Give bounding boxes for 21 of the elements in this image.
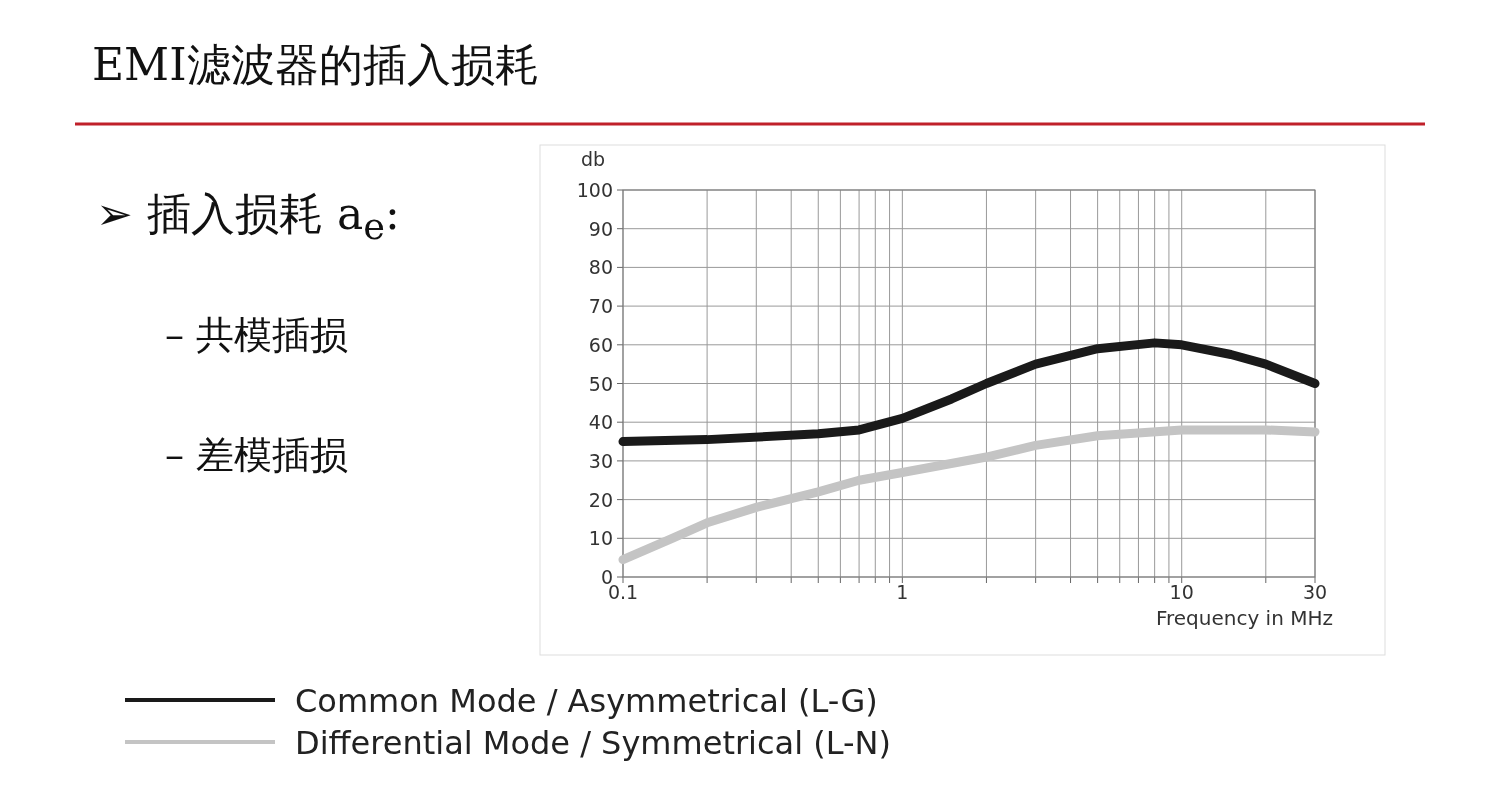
y-axis-title: db [580, 148, 606, 170]
text: ➢ 插入损耗 a$_{e}$: [96, 187, 400, 248]
y-tick-label: 80 [588, 256, 613, 279]
x-tick-label: 10 [1169, 581, 1194, 603]
y-tick-label: 50 [588, 372, 613, 395]
x-tick-label: 1 [896, 581, 909, 603]
y-tick-label: 40 [588, 411, 613, 434]
y-tick-label: 20 [588, 488, 613, 511]
y-tick-label: 60 [588, 333, 613, 356]
chart-title: EMI滤波器的插入损耗 [92, 38, 539, 92]
text: – 差模插损 [165, 432, 349, 479]
y-tick-label: 90 [588, 217, 613, 240]
text: – 共模插损 [165, 312, 349, 359]
x-axis-title: Frequency in MHz [1155, 606, 1333, 630]
y-tick-label: 100 [576, 179, 613, 201]
y-tick-label: 70 [588, 295, 613, 318]
legend-label: Common Mode / Asymmetrical (L-G) [295, 682, 878, 720]
legend-label: Differential Mode / Symmetrical (L-N) [295, 724, 891, 762]
y-tick-label: 10 [588, 527, 613, 550]
y-tick-label: 30 [588, 449, 613, 472]
x-tick-label: 30 [1302, 581, 1328, 603]
